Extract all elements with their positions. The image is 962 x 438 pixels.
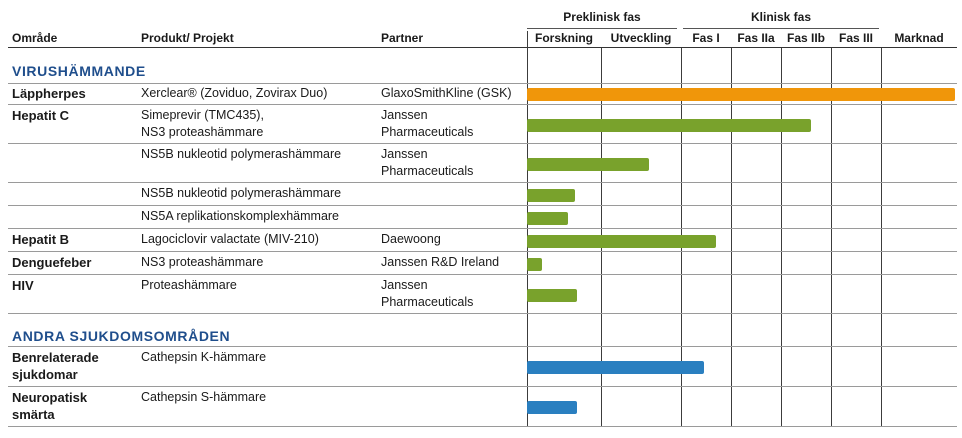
row-product: Cathepsin S-hämmare — [141, 390, 267, 404]
row-separator — [8, 313, 957, 314]
phase-header: Utveckling — [610, 31, 672, 45]
row-separator — [8, 83, 957, 84]
column-header-area: Område — [12, 31, 58, 45]
row-separator — [8, 386, 957, 387]
row-product: Simeprevir (TMC435), NS3 proteashämmare — [141, 108, 264, 139]
row-area: Hepatit B — [12, 232, 70, 247]
row-product: Proteashämmare — [141, 278, 237, 292]
section-title-antiviral: VIRUSHÄMMANDE — [12, 63, 146, 79]
clinical-group-label: Klinisk fas — [750, 10, 812, 24]
pipeline-bar — [527, 258, 542, 271]
row-product: Cathepsin K-hämmare — [141, 350, 267, 364]
pipeline-bar — [527, 119, 811, 132]
pipeline-bar — [527, 401, 577, 414]
phase-header: Fas I — [692, 31, 720, 45]
phase-header: Fas IIb — [786, 31, 825, 45]
row-product: NS3 proteashämmare — [141, 255, 264, 269]
row-partner: GlaxoSmithKline (GSK) — [381, 86, 512, 100]
phase-divider — [881, 48, 882, 426]
row-area: Benrelaterade sjukdomar — [12, 350, 99, 382]
row-product: Xerclear® (Zoviduo, Zovirax Duo) — [141, 86, 328, 100]
phase-divider — [831, 48, 832, 426]
phase-header: Forskning — [534, 31, 593, 45]
row-separator — [8, 274, 957, 275]
pipeline-bar — [527, 235, 716, 248]
row-partner: Janssen Pharmaceuticals — [381, 278, 474, 309]
clinical-group-underline — [683, 28, 879, 29]
row-area: Läppherpes — [12, 86, 86, 101]
row-area: Denguefeber — [12, 255, 92, 270]
row-area: HIV — [12, 278, 34, 293]
row-separator — [8, 228, 957, 229]
row-product: NS5B nukleotid polymerashämmare — [141, 186, 342, 200]
preclinical-group-label: Preklinisk fas — [563, 10, 641, 24]
row-partner: Janssen R&D Ireland — [381, 255, 500, 269]
row-separator — [8, 182, 957, 183]
row-separator — [8, 251, 957, 252]
row-partner: Daewoong — [381, 232, 441, 246]
pipeline-bar — [527, 289, 577, 302]
row-separator — [8, 205, 957, 206]
phase-divider — [731, 48, 732, 426]
row-product: NS5B nukleotid polymerashämmare — [141, 147, 342, 161]
pipeline-bar — [527, 88, 955, 101]
row-separator — [8, 143, 957, 144]
pipeline-bar — [527, 189, 576, 202]
column-header-partner: Partner — [381, 31, 424, 45]
column-header-product: Produkt/ Projekt — [141, 31, 234, 45]
pipeline-bar — [527, 158, 649, 171]
phase-header: Fas IIa — [737, 31, 775, 45]
section-title-other-areas: ANDRA SJUKDOMSOMRÅDEN — [12, 328, 231, 344]
pipeline-bar — [527, 361, 704, 374]
row-partner: Janssen Pharmaceuticals — [381, 147, 474, 178]
phase-divider — [781, 48, 782, 426]
row-area: Neuropatisk smärta — [12, 390, 88, 422]
phase-header: Marknad — [894, 31, 944, 45]
row-partner: Janssen Pharmaceuticals — [381, 108, 474, 139]
header-bottom-rule — [8, 47, 957, 48]
row-area: Hepatit C — [12, 108, 70, 123]
row-product: Lagociclovir valactate (MIV-210) — [141, 232, 319, 246]
preclinical-group-underline — [527, 28, 677, 29]
row-separator — [8, 104, 957, 105]
phase-header: Fas III — [838, 31, 873, 45]
row-separator — [8, 426, 957, 427]
row-separator — [8, 346, 957, 347]
pipeline-bar — [527, 212, 568, 225]
row-product: NS5A replikationskomplexhämmare — [141, 209, 340, 223]
